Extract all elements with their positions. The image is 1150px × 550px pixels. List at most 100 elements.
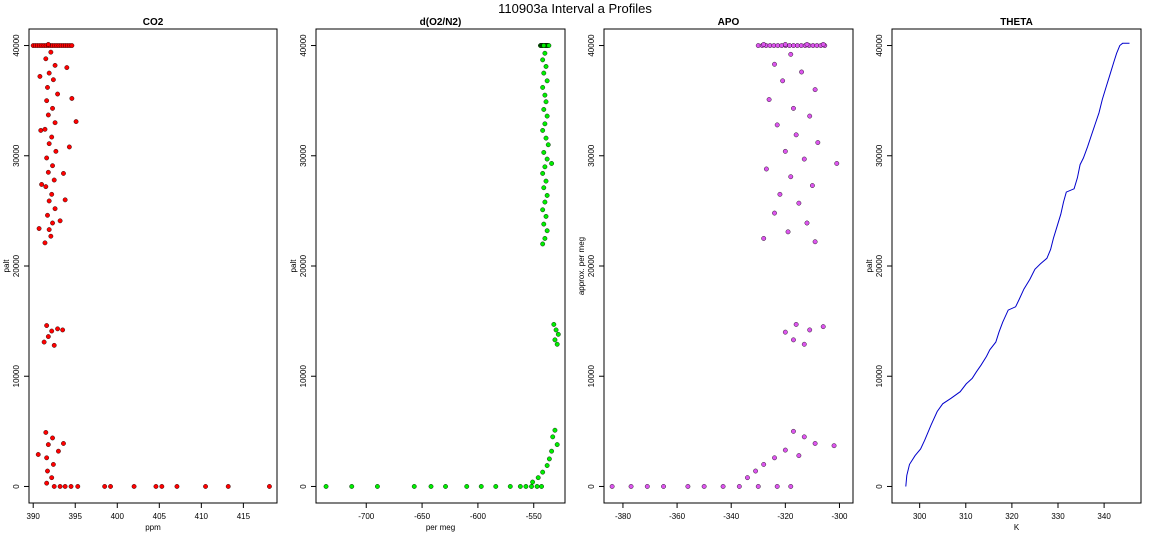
data-point: [799, 69, 804, 75]
data-point: [807, 113, 813, 119]
figure-title: 110903a Interval a Profiles: [498, 1, 652, 16]
x-tick-label: 400: [111, 512, 125, 521]
x-tick-label: -550: [526, 512, 543, 521]
data-point: [38, 128, 44, 133]
data-point: [50, 105, 55, 111]
panel-1: CO2 390 395 400 405 410 415 0 10000 20000 30000 400…: [2, 17, 278, 532]
data-point: [661, 484, 666, 489]
data-point: [174, 484, 180, 489]
data-point: [44, 98, 50, 104]
data-point: [108, 484, 113, 489]
data-point: [791, 337, 796, 343]
data-point: [349, 484, 355, 489]
data-point: [57, 218, 63, 224]
data-point: [782, 447, 788, 453]
data-point: [772, 455, 777, 461]
data-point: [45, 212, 50, 218]
data-point: [66, 144, 72, 150]
data-point: [49, 328, 55, 334]
data-point: [791, 428, 796, 434]
data-point: [102, 484, 108, 489]
data-point: [761, 462, 767, 467]
data-point: [46, 70, 52, 76]
y-axis-label: approx. per meg: [577, 237, 586, 295]
data-point: [443, 484, 448, 489]
y-tick-label: 40000: [299, 34, 308, 57]
data-point: [323, 484, 329, 489]
data-point: [44, 323, 50, 328]
data-point: [49, 475, 55, 481]
data-point: [542, 199, 548, 205]
data-point: [50, 462, 56, 467]
data-point: [493, 484, 499, 489]
data-point: [774, 484, 780, 489]
y-tick-label: 30000: [12, 144, 21, 167]
x-axis-label: K: [1014, 523, 1020, 532]
data-point: [544, 78, 550, 84]
data-point: [530, 479, 536, 485]
data-point: [203, 484, 208, 489]
data-point: [812, 441, 818, 446]
panel-title: APO: [718, 17, 740, 28]
x-tick-label: -300: [831, 512, 848, 521]
data-point: [801, 156, 807, 162]
data-point: [804, 220, 810, 226]
data-point: [555, 331, 561, 337]
data-point: [541, 70, 547, 76]
plot-frame: [315, 28, 566, 504]
panel-title: THETA: [1000, 17, 1033, 28]
data-point: [46, 198, 52, 204]
x-tick-label: 320: [1005, 512, 1019, 521]
x-tick-label: -600: [470, 512, 487, 521]
data-point: [42, 126, 48, 132]
y-tick-label: 10000: [587, 365, 596, 388]
data-point: [267, 484, 272, 489]
data-point: [51, 484, 57, 489]
data-point: [801, 434, 807, 440]
data-point: [49, 191, 55, 197]
data-point: [772, 210, 777, 216]
data-point: [782, 148, 788, 154]
data-point: [788, 51, 794, 57]
data-point: [56, 448, 61, 454]
data-point: [834, 161, 840, 166]
data-point: [831, 443, 837, 449]
data-point: [55, 326, 60, 332]
data-point: [539, 484, 544, 489]
data-point: [225, 484, 231, 489]
panel-4: THETA 300 310 320 330 340 0 10000 20000 30000 4000…: [865, 17, 1142, 532]
data-point: [766, 97, 772, 102]
y-tick-label: 30000: [875, 144, 884, 167]
data-point: [75, 484, 81, 489]
data-point: [37, 74, 43, 79]
x-tick-label: 410: [195, 512, 209, 521]
data-point: [546, 43, 552, 48]
data-point: [796, 453, 802, 458]
data-point: [544, 193, 550, 198]
data-point: [69, 96, 75, 101]
data-point: [791, 105, 796, 111]
x-tick-label: -320: [777, 512, 794, 521]
data-point: [542, 92, 548, 98]
data-point: [540, 85, 546, 90]
y-tick-label: 30000: [587, 144, 596, 167]
data-point: [42, 240, 48, 246]
data-point: [62, 197, 68, 203]
data-point: [542, 164, 548, 170]
data-point: [41, 339, 47, 345]
data-point: [541, 107, 547, 112]
data-point: [542, 50, 548, 56]
data-point: [540, 57, 546, 63]
data-point: [543, 178, 549, 184]
data-point: [549, 161, 555, 166]
data-point: [131, 484, 137, 489]
data-point: [36, 226, 42, 231]
data-point: [785, 229, 791, 235]
data-point: [609, 484, 615, 489]
data-point: [804, 42, 810, 47]
x-tick-label: 310: [959, 512, 973, 521]
data-point: [796, 200, 802, 206]
data-point: [541, 221, 547, 227]
data-point: [50, 163, 55, 169]
